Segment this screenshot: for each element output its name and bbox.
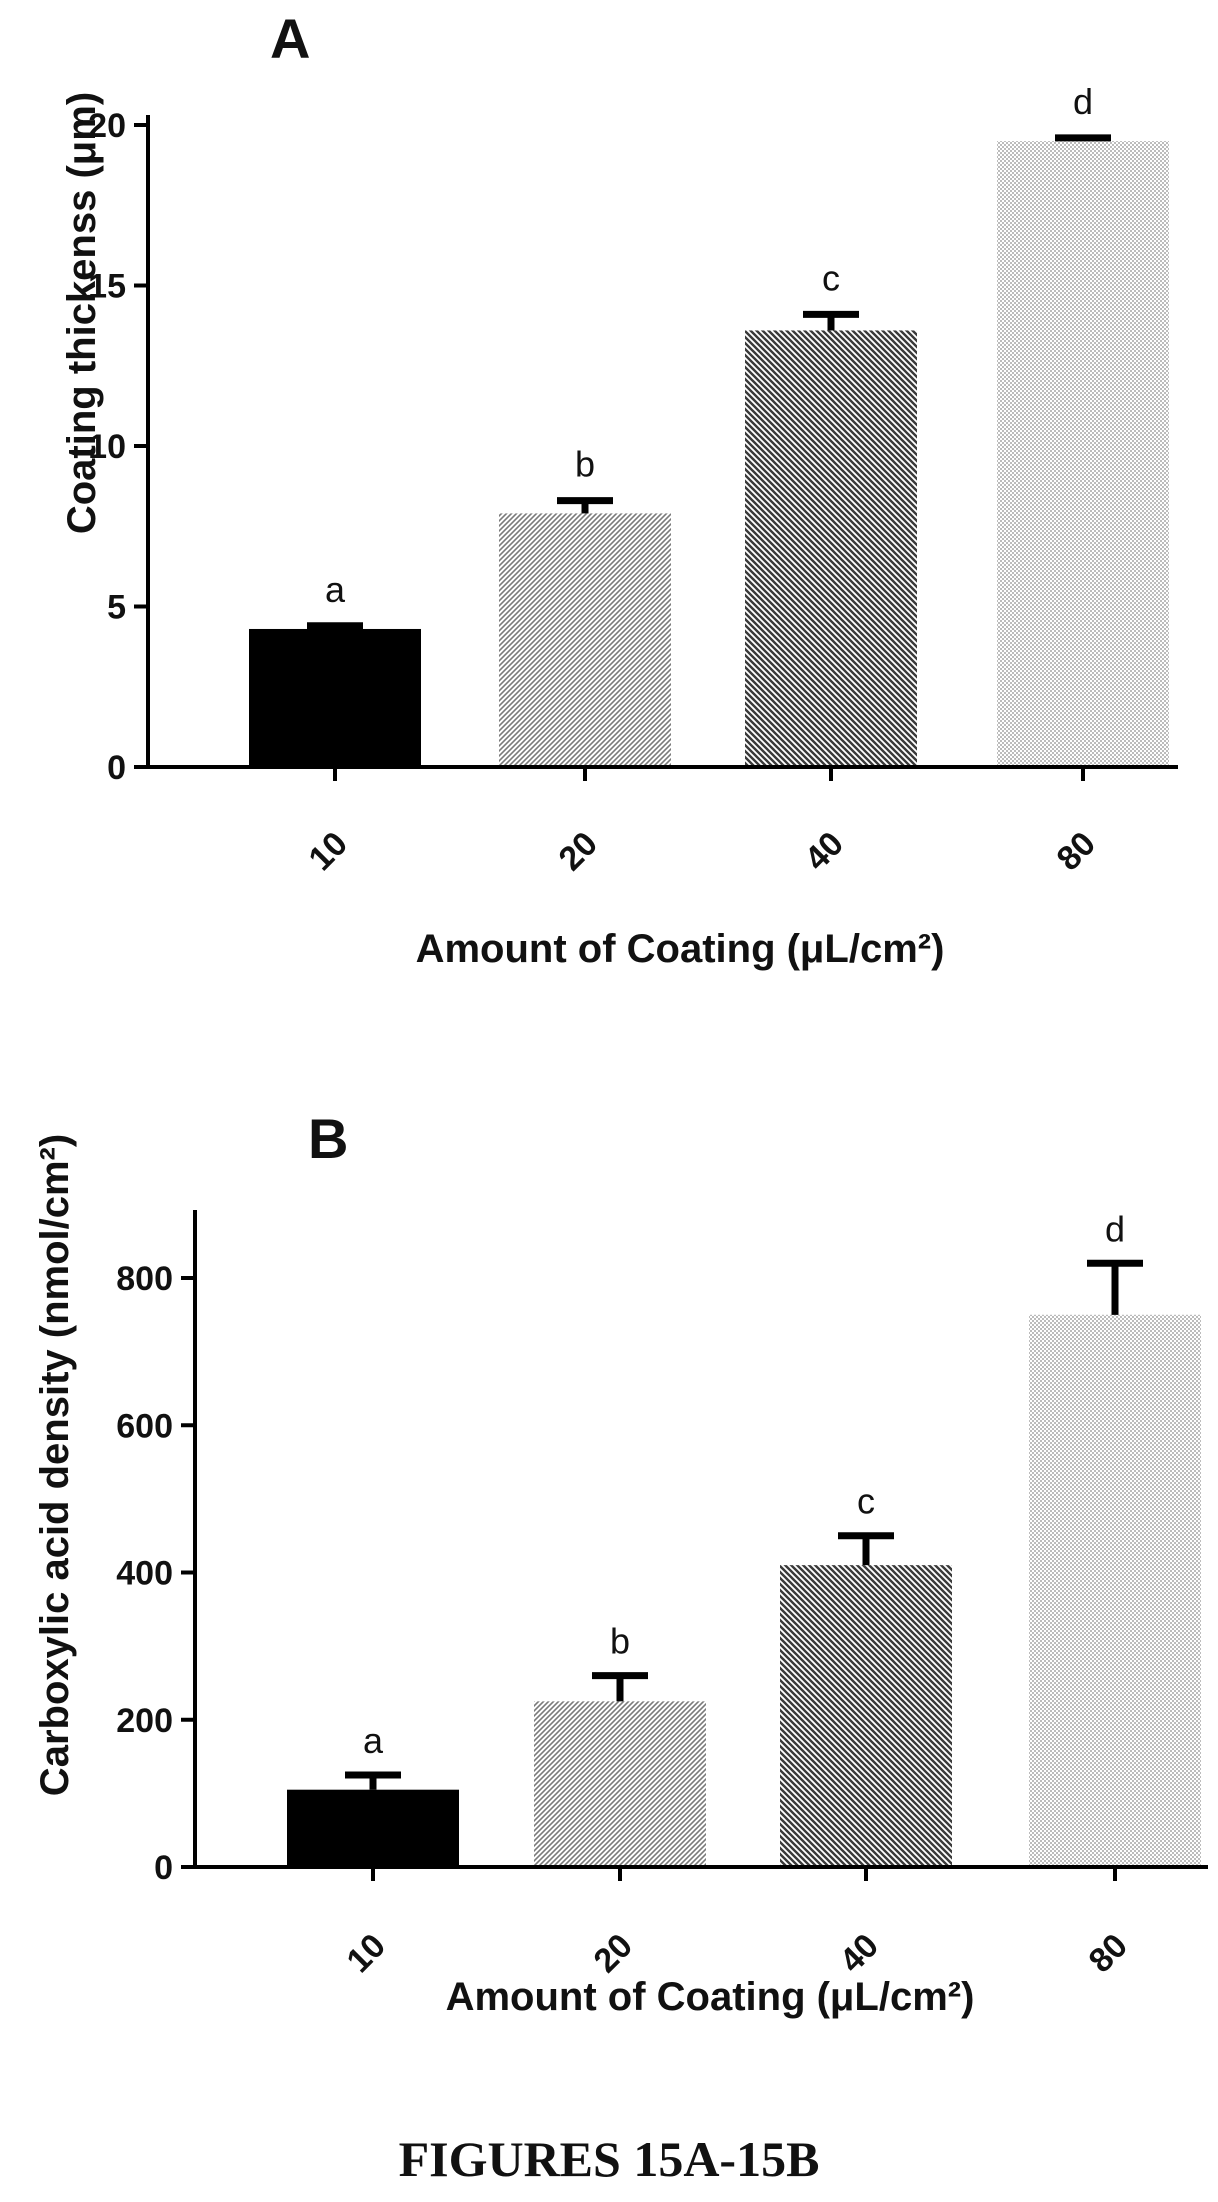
panel-b-x-tick-label-40: 40 (832, 1926, 886, 1980)
panel-b-y-axis: 0 200 400 600 800 (116, 1260, 195, 1887)
panel-a-bar-20 (499, 513, 671, 767)
panel-b-x-tick-label-10: 10 (339, 1926, 393, 1980)
panel-a-x-tick-label-40: 40 (797, 824, 851, 878)
panel-b-significance-label-20: b (610, 1621, 630, 1662)
panel-a-y-tick-label: 20 (88, 107, 126, 145)
panel-a-y-axis: 0 5 10 15 20 (88, 107, 148, 787)
panel-b-xlabel: Amount of Coating (μL/cm²) (446, 1975, 975, 2019)
panel-b-bars: a b c d (287, 1208, 1201, 1867)
panel-b-bar-20 (534, 1701, 706, 1867)
panel-a-bars: a b c d (249, 81, 1169, 768)
panel-a-ylabel: Coating thickenss (μm) (60, 92, 104, 534)
panel-a-y-tick-label: 15 (88, 268, 126, 306)
panel-a-bar-80 (997, 141, 1169, 768)
panel-a-bar-10 (249, 628, 421, 767)
chart-panel-a: A Coating thickenss (μm) 0 5 10 15 20 a b c d 1… (60, 7, 1178, 971)
panel-a-y-tick-label: 5 (107, 589, 126, 627)
panel-a-significance-label-10: a (325, 569, 346, 610)
panel-a-x-tick-label-10: 10 (301, 824, 355, 878)
panel-a-significance-label-80: d (1073, 81, 1093, 122)
panel-b-bar-10 (287, 1789, 459, 1867)
panel-a-y-tick-label: 0 (107, 749, 126, 787)
panel-b-y-tick-label: 600 (116, 1407, 173, 1445)
panel-b-ylabel: Carboxylic acid density (nmol/cm²) (33, 1134, 77, 1796)
panel-b-significance-label-80: d (1105, 1208, 1125, 1249)
panel-a-bar-40 (745, 330, 917, 767)
panel-b-significance-label-10: a (363, 1720, 384, 1761)
panel-a-letter: A (270, 7, 310, 70)
panel-b-bar-40 (780, 1565, 952, 1867)
panel-b-x-tick-label-80: 80 (1081, 1926, 1135, 1980)
figure-caption: FIGURES 15A-15B (399, 2131, 820, 2187)
panel-b-y-tick-label: 400 (116, 1555, 173, 1593)
panel-a-y-tick-label: 10 (88, 428, 126, 466)
panel-b-x-axis: 10 20 40 80 (339, 1867, 1135, 1980)
panel-a-x-tick-label-80: 80 (1049, 824, 1103, 878)
panel-b-x-tick-label-20: 20 (586, 1926, 640, 1980)
panel-b-significance-label-40: c (857, 1481, 875, 1522)
panel-b-y-tick-label: 800 (116, 1260, 173, 1298)
panel-b-bar-80 (1029, 1314, 1201, 1867)
panel-a-xlabel: Amount of Coating (μL/cm²) (416, 927, 945, 971)
chart-panel-b: B Carboxylic acid density (nmol/cm²) 0 20… (33, 1107, 1208, 2019)
panel-a-significance-label-40: c (822, 257, 840, 298)
panel-a-significance-label-20: b (575, 444, 595, 485)
panel-b-y-tick-label: 200 (116, 1702, 173, 1740)
panel-a-x-tick-label-20: 20 (551, 824, 605, 878)
panel-a-x-axis: 10 20 40 80 (301, 767, 1103, 878)
panel-b-letter: B (308, 1107, 348, 1170)
panel-b-y-tick-label: 0 (154, 1849, 173, 1887)
